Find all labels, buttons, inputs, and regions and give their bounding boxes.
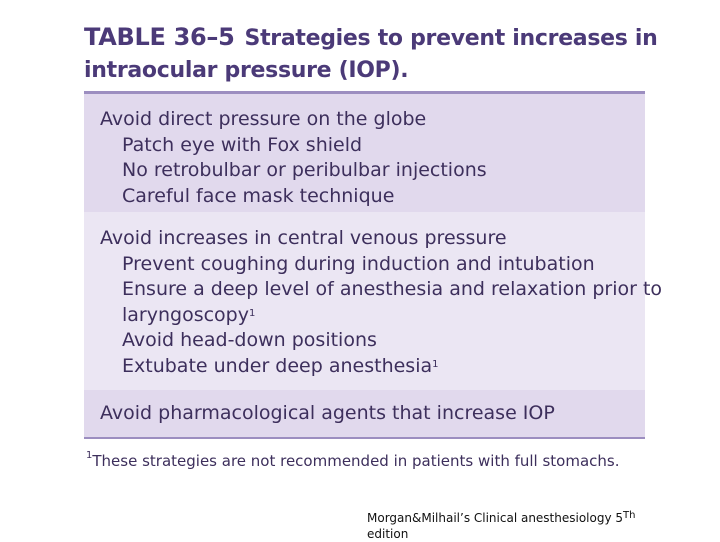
section-item-text: laryngoscopy [122,303,249,326]
table-number: TABLE 36–5 [84,23,235,51]
table-section-direct-pressure: Avoid direct pressure on the globe Patch… [84,94,645,212]
section-item: Prevent coughing during induction and in… [122,252,595,275]
table-title: TABLE 36–5 Strategies to prevent increase… [84,22,684,86]
section-heading: Avoid direct pressure on the globe [100,108,427,130]
footnote-ref: 1 [248,307,256,319]
footnote-text: These strategies are not recommended in … [92,452,620,470]
table-footnote: 1These strategies are not recommended in… [86,450,620,470]
table-caption: Strategies to prevent increases in intra… [84,26,658,83]
section-item-text: Extubate under deep anesthesia [122,354,433,377]
citation-text: Morgan&Milhail’s Clinical anesthesiology… [367,511,624,525]
section-item: No retrobulbar or peribulbar injections [122,159,487,181]
section-item-with-footnote: laryngoscopy1 [84,303,645,329]
footnote-marker: 1 [86,450,93,461]
section-item-with-footnote: Extubate under deep anesthesia1 [84,354,645,380]
section-item: Careful face mask technique [122,184,395,207]
footnote-ref: 1 [432,358,439,370]
section-heading: Avoid pharmacological agents that increa… [100,402,555,424]
table-bottom-rule [84,437,645,439]
table-top-rule [84,91,645,94]
section-item: Ensure a deep level of anesthesia and re… [122,278,663,300]
strategies-table: Avoid direct pressure on the globe Patch… [84,91,663,439]
table-section-pharmacological: Avoid pharmacological agents that increa… [84,390,645,437]
table-section-venous-pressure: Avoid increases in central venous pressu… [84,212,663,390]
section-item: Patch eye with Fox shield [122,133,363,156]
citation-superscript: Th [623,510,636,521]
source-citation: Morgan&Milhail’s Clinical anesthesiology… [367,510,687,542]
section-item: Avoid head-down positions [122,329,377,351]
section-heading: Avoid increases in central venous pressu… [100,227,507,249]
citation-continued: edition [367,527,409,541]
